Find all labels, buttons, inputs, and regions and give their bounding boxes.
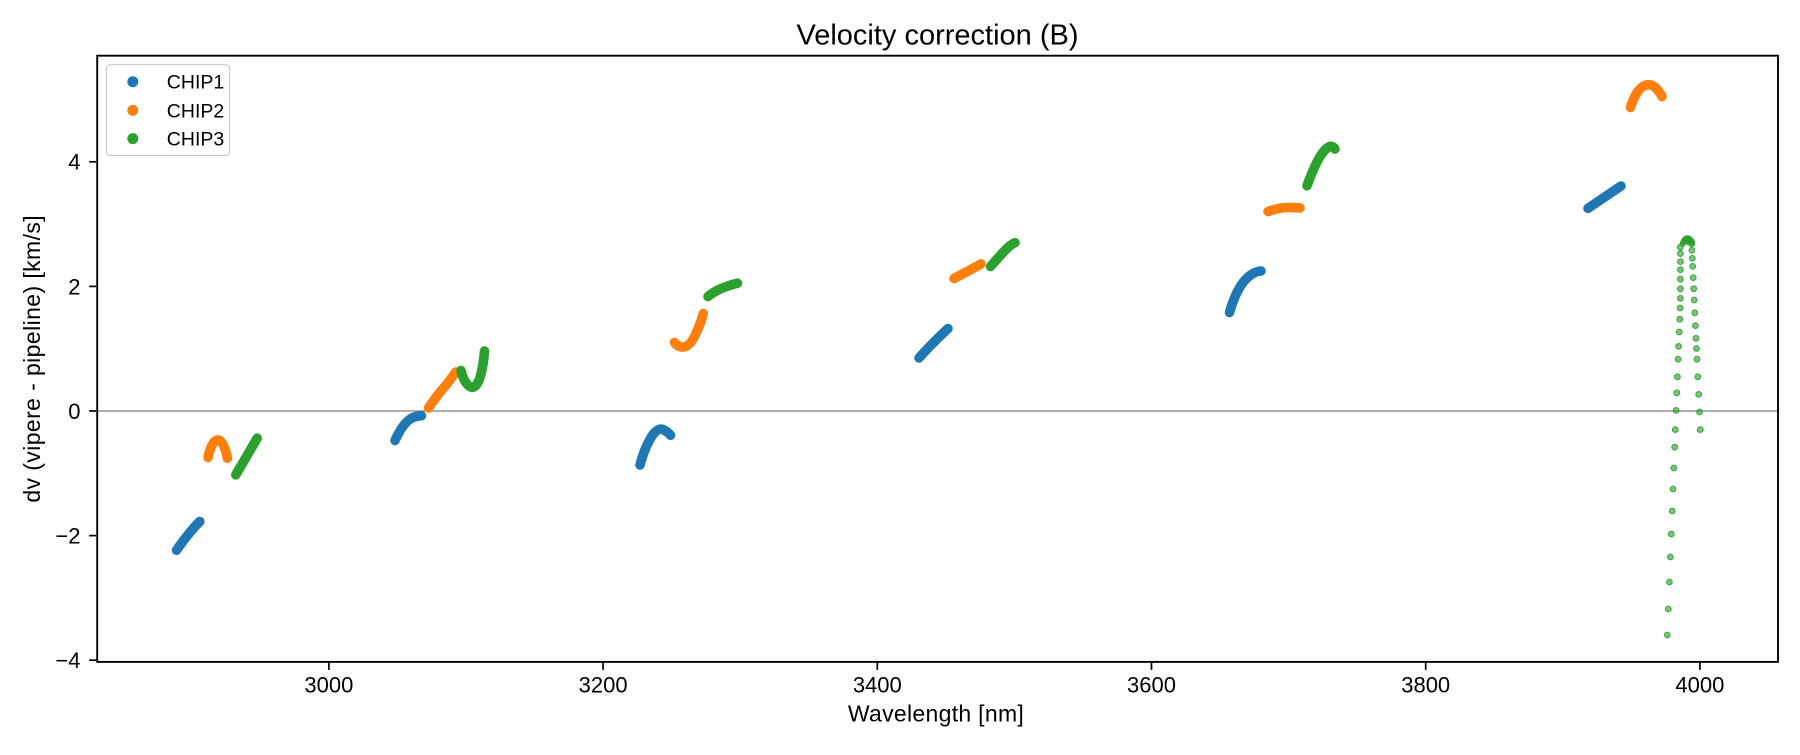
svg-text:4: 4 — [68, 150, 80, 175]
svg-text:3600: 3600 — [1127, 673, 1176, 698]
svg-text:−2: −2 — [55, 524, 80, 549]
svg-text:3000: 3000 — [304, 673, 353, 698]
svg-text:Wavelength [nm]: Wavelength [nm] — [848, 701, 1024, 727]
svg-text:4000: 4000 — [1675, 673, 1724, 698]
svg-text:CHIP3: CHIP3 — [167, 129, 224, 151]
svg-text:CHIP1: CHIP1 — [167, 71, 224, 93]
svg-text:0: 0 — [68, 399, 80, 424]
svg-text:Velocity correction (B): Velocity correction (B) — [796, 19, 1078, 51]
svg-text:CHIP2: CHIP2 — [167, 100, 224, 122]
svg-text:3800: 3800 — [1401, 673, 1450, 698]
svg-text:dv (vipere - pipeline) [km/s]: dv (vipere - pipeline) [km/s] — [19, 215, 45, 503]
svg-text:−4: −4 — [55, 648, 80, 673]
svg-text:2: 2 — [68, 274, 80, 299]
svg-text:3200: 3200 — [579, 673, 628, 698]
svg-text:3400: 3400 — [853, 673, 902, 698]
